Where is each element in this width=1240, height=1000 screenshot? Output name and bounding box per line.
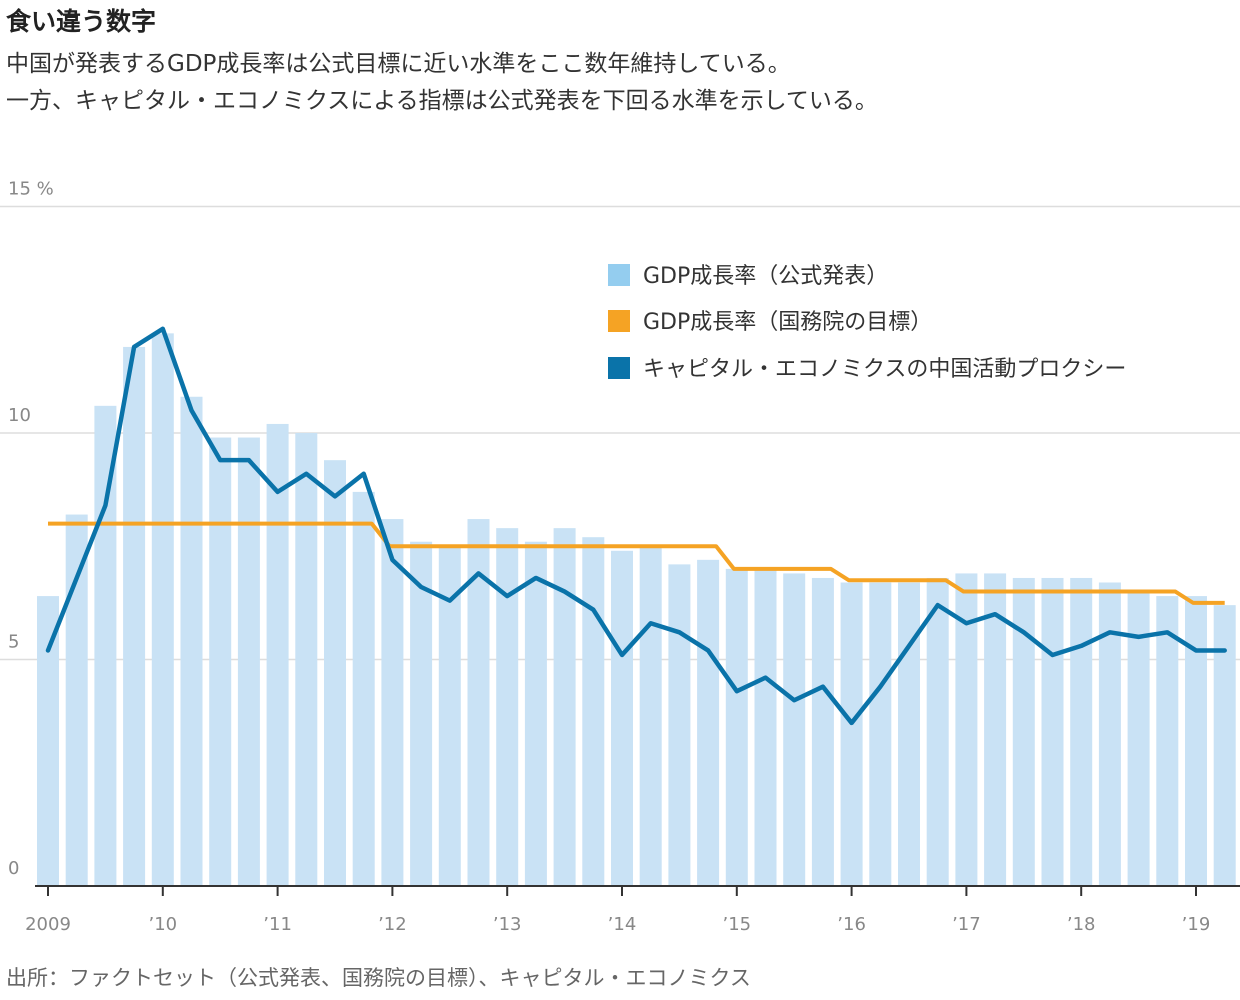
x-tick-label: ’19 bbox=[1182, 914, 1211, 935]
x-tick-label: ’14 bbox=[608, 914, 637, 935]
gdp-official-bar bbox=[1213, 605, 1236, 886]
legend-swatch-official bbox=[608, 264, 630, 286]
x-tick-label: ’17 bbox=[952, 914, 981, 935]
gdp-official-bar bbox=[1098, 582, 1121, 886]
gdp-official-bar bbox=[1070, 577, 1093, 886]
x-tick-label: 2009 bbox=[25, 914, 71, 935]
gdp-official-bar bbox=[783, 573, 806, 886]
gdp-official-bar bbox=[668, 564, 691, 886]
gdp-official-bar bbox=[151, 333, 174, 887]
legend: GDP成長率（公式発表） GDP成長率（国務院の目標） キャピタル・エコノミクスの中… bbox=[608, 264, 1126, 382]
gdp-official-bar bbox=[1127, 591, 1150, 886]
gdp-official-bar bbox=[324, 460, 346, 886]
official-gdp-bars bbox=[37, 333, 1236, 887]
activity-proxy-line bbox=[45, 326, 1227, 726]
gdp-official-bar bbox=[1185, 596, 1207, 886]
chart-subtitle-line1: 中国が発表するGDP成長率は公式目標に近い水準をここ数年維持している。 bbox=[6, 51, 791, 77]
gdp-official-bar bbox=[955, 573, 978, 886]
gdp-target-line bbox=[48, 521, 1225, 605]
legend-label-proxy: キャピタル・エコノミクスの中国活動プロクシー bbox=[643, 357, 1126, 382]
y-tick-label: 0 bbox=[8, 858, 19, 879]
gdp-official-bar bbox=[266, 423, 289, 886]
gdp-official-bar bbox=[496, 528, 519, 886]
gdp-official-bar bbox=[811, 577, 834, 886]
source-note: 出所：ファクトセット（公式発表、国務院の目標）、キャピタル・エコノミクス bbox=[6, 966, 751, 990]
gdp-official-bar bbox=[352, 491, 375, 886]
legend-swatch-proxy bbox=[608, 357, 630, 379]
gdp-official-bar bbox=[123, 346, 146, 886]
gdp-official-bar bbox=[65, 514, 88, 886]
gdp-official-bar bbox=[926, 577, 949, 886]
gdp-official-bar bbox=[1012, 577, 1035, 886]
gdp-official-bar bbox=[180, 396, 203, 886]
gdp-official-bar bbox=[553, 528, 576, 886]
gdp-official-bar bbox=[37, 596, 59, 886]
chart-title: 食い違う数字 bbox=[6, 7, 157, 36]
chart-subtitle-line2: 一方、キャピタル・エコノミクスによる指標は公式発表を下回る水準を示している。 bbox=[6, 88, 878, 114]
gdp-official-bar bbox=[438, 546, 461, 886]
gdp-official-bar bbox=[1156, 596, 1179, 886]
gdp-official-bar bbox=[869, 582, 892, 886]
gdp-official-bar bbox=[467, 519, 490, 886]
legend-label-official: GDP成長率（公式発表） bbox=[643, 264, 888, 289]
gdp-official-bar bbox=[209, 437, 232, 886]
gdp-official-bar bbox=[754, 568, 777, 886]
gdp-official-bar bbox=[295, 433, 318, 886]
gdp-official-bar bbox=[410, 541, 433, 886]
y-tick-label: 10 bbox=[8, 405, 31, 426]
x-tick-label: ’11 bbox=[263, 914, 292, 935]
gdp-official-bar bbox=[582, 537, 605, 886]
gdp-official-bar bbox=[984, 573, 1007, 886]
gdp-official-bar bbox=[524, 541, 547, 886]
x-tick-label: ’15 bbox=[722, 914, 751, 935]
gdp-official-bar bbox=[725, 568, 748, 886]
legend-label-target: GDP成長率（国務院の目標） bbox=[643, 310, 932, 335]
gdp-official-bar bbox=[237, 437, 260, 886]
x-tick-label: ’18 bbox=[1067, 914, 1096, 935]
y-tick-label: 15 % bbox=[8, 179, 54, 200]
x-tick-label: ’13 bbox=[493, 914, 522, 935]
x-tick-label: ’12 bbox=[378, 914, 407, 935]
gdp-official-bar bbox=[381, 519, 404, 886]
gdp-official-bar bbox=[840, 582, 863, 886]
x-tick-label: ’16 bbox=[837, 914, 866, 935]
x-tick-label: ’10 bbox=[148, 914, 177, 935]
gdp-official-bar bbox=[1041, 577, 1064, 886]
gdp-official-bar bbox=[611, 550, 633, 886]
legend-swatch-target bbox=[608, 310, 630, 332]
gdp-official-bar bbox=[697, 559, 720, 886]
gdp-official-bar bbox=[94, 405, 117, 886]
gdp-official-bar bbox=[639, 546, 662, 886]
series-lines bbox=[45, 326, 1227, 726]
y-tick-label: 5 bbox=[8, 632, 19, 653]
gdp-official-bar bbox=[898, 582, 920, 886]
x-axis: 2009 ’10 ’11 ’12 ’13 ’14 ’15 ’16 ’17 ’18 ’19 bbox=[25, 885, 1240, 935]
